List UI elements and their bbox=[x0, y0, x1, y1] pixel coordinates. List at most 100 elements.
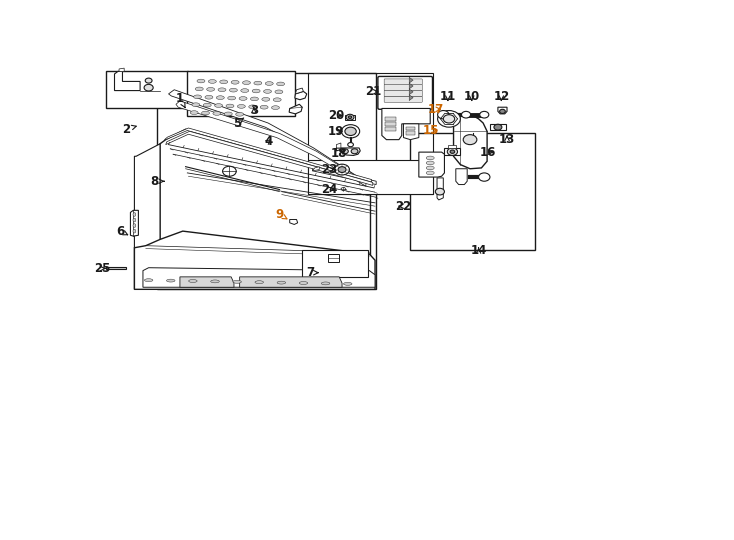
Polygon shape bbox=[180, 277, 234, 287]
Polygon shape bbox=[409, 77, 413, 83]
Polygon shape bbox=[498, 107, 507, 114]
Text: 21: 21 bbox=[365, 85, 381, 98]
Text: 18: 18 bbox=[331, 147, 347, 160]
Ellipse shape bbox=[228, 96, 236, 100]
Ellipse shape bbox=[239, 97, 247, 100]
Ellipse shape bbox=[171, 269, 183, 273]
Circle shape bbox=[335, 164, 349, 175]
Ellipse shape bbox=[218, 88, 226, 92]
Polygon shape bbox=[437, 178, 443, 200]
Polygon shape bbox=[164, 128, 371, 182]
Ellipse shape bbox=[205, 96, 213, 99]
Text: 25: 25 bbox=[94, 262, 110, 275]
Ellipse shape bbox=[426, 171, 435, 175]
Circle shape bbox=[437, 111, 460, 127]
Ellipse shape bbox=[299, 281, 308, 285]
Ellipse shape bbox=[208, 79, 217, 83]
Ellipse shape bbox=[211, 280, 219, 283]
Polygon shape bbox=[134, 144, 160, 289]
Polygon shape bbox=[290, 219, 298, 225]
Ellipse shape bbox=[285, 272, 297, 276]
Polygon shape bbox=[409, 83, 413, 89]
Ellipse shape bbox=[133, 213, 136, 217]
Ellipse shape bbox=[217, 96, 225, 99]
Ellipse shape bbox=[192, 103, 200, 106]
Ellipse shape bbox=[426, 166, 435, 170]
Polygon shape bbox=[336, 148, 360, 156]
Text: 5: 5 bbox=[233, 117, 244, 130]
Ellipse shape bbox=[231, 80, 239, 84]
Circle shape bbox=[222, 166, 236, 176]
Ellipse shape bbox=[277, 82, 285, 86]
Polygon shape bbox=[419, 152, 445, 177]
Polygon shape bbox=[328, 254, 339, 262]
Polygon shape bbox=[131, 210, 139, 236]
Polygon shape bbox=[160, 129, 371, 289]
FancyBboxPatch shape bbox=[384, 97, 422, 102]
Ellipse shape bbox=[263, 271, 274, 275]
Ellipse shape bbox=[262, 97, 270, 101]
Polygon shape bbox=[445, 148, 460, 156]
Circle shape bbox=[480, 111, 489, 118]
Ellipse shape bbox=[330, 273, 342, 276]
Ellipse shape bbox=[225, 112, 232, 116]
Polygon shape bbox=[404, 124, 419, 140]
Ellipse shape bbox=[426, 156, 435, 160]
Ellipse shape bbox=[265, 82, 273, 85]
Ellipse shape bbox=[230, 89, 237, 92]
Polygon shape bbox=[166, 131, 373, 185]
Text: 19: 19 bbox=[328, 125, 344, 138]
Ellipse shape bbox=[250, 97, 258, 101]
Polygon shape bbox=[456, 168, 468, 185]
Ellipse shape bbox=[260, 105, 268, 109]
Ellipse shape bbox=[133, 224, 136, 227]
Polygon shape bbox=[336, 143, 341, 148]
Text: 8: 8 bbox=[150, 175, 164, 188]
Ellipse shape bbox=[236, 112, 244, 116]
Polygon shape bbox=[169, 90, 365, 185]
Circle shape bbox=[341, 149, 349, 154]
Ellipse shape bbox=[254, 81, 262, 85]
Circle shape bbox=[145, 78, 152, 83]
Ellipse shape bbox=[226, 104, 234, 108]
Ellipse shape bbox=[202, 111, 209, 115]
Ellipse shape bbox=[213, 112, 221, 116]
Text: 16: 16 bbox=[479, 146, 496, 159]
Bar bbox=[406, 131, 415, 134]
Text: 15: 15 bbox=[423, 124, 439, 137]
Polygon shape bbox=[239, 277, 342, 287]
Circle shape bbox=[338, 167, 346, 172]
Circle shape bbox=[450, 150, 454, 153]
Ellipse shape bbox=[203, 103, 211, 107]
Bar bbox=[410, 133, 535, 250]
Text: 17: 17 bbox=[427, 103, 443, 116]
Text: 10: 10 bbox=[464, 90, 480, 103]
Ellipse shape bbox=[197, 79, 205, 83]
Ellipse shape bbox=[239, 271, 251, 275]
Ellipse shape bbox=[207, 87, 214, 91]
Bar bbox=[308, 160, 433, 194]
Ellipse shape bbox=[264, 90, 272, 93]
Polygon shape bbox=[346, 114, 355, 120]
Text: 3: 3 bbox=[250, 104, 258, 117]
Polygon shape bbox=[341, 187, 346, 191]
Ellipse shape bbox=[195, 87, 203, 91]
Ellipse shape bbox=[194, 95, 202, 99]
Bar bbox=[302, 250, 368, 277]
Circle shape bbox=[462, 111, 470, 118]
Ellipse shape bbox=[214, 104, 222, 107]
Polygon shape bbox=[295, 88, 303, 94]
Text: 24: 24 bbox=[321, 183, 338, 196]
Polygon shape bbox=[379, 77, 432, 109]
FancyBboxPatch shape bbox=[384, 85, 422, 91]
Circle shape bbox=[144, 84, 153, 91]
Polygon shape bbox=[454, 116, 487, 168]
Circle shape bbox=[341, 125, 360, 138]
Text: 1: 1 bbox=[176, 92, 185, 107]
Polygon shape bbox=[295, 91, 307, 100]
Circle shape bbox=[437, 111, 449, 119]
Ellipse shape bbox=[133, 230, 136, 233]
Text: 4: 4 bbox=[264, 135, 272, 148]
Ellipse shape bbox=[321, 282, 330, 285]
Ellipse shape bbox=[277, 281, 286, 284]
